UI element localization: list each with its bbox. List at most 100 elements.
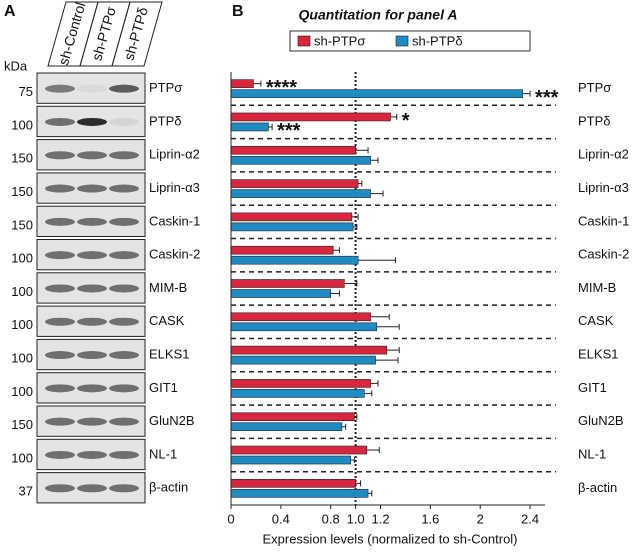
category-label: NL-1 [578,446,606,461]
x-tick-label: 0 [227,511,234,526]
blot-band [109,184,139,193]
blot-band [45,151,75,160]
x-tick-label: 1.2 [371,511,389,526]
legend-box [289,30,531,52]
significance: * [402,110,410,132]
x-tick-label: 1.6 [421,511,439,526]
bar [230,222,354,232]
protein-label: Caskin-1 [149,213,200,228]
blot-band [45,184,75,193]
legend-swatch [297,35,311,47]
legend-swatch [395,35,409,47]
blot-band [77,184,107,193]
blot-band [45,384,75,393]
protein-label: PTPσ [149,80,182,95]
error-bar [350,457,355,464]
significance: *** [277,120,301,142]
error-bar [344,280,358,287]
blot-band [77,84,107,93]
column-header: sh-PTPδ [121,5,151,62]
bar [230,422,343,432]
error-bar [253,80,262,87]
category-label: β-actin [578,480,617,495]
blot-band [77,450,107,459]
x-axis-label: Expression levels (normalized to sh-Cont… [262,531,517,546]
error-bar [351,213,359,220]
category-label: Caskin-2 [578,247,629,262]
blot-band [77,417,107,426]
bar [230,379,371,388]
error-bar [370,313,390,320]
blot-band [45,251,75,260]
error-bar [358,180,363,187]
bar [230,155,371,165]
error-bar [370,190,384,197]
column-header: sh-Control [55,0,88,67]
bar [230,212,353,222]
bar [230,145,356,155]
blot-band [109,484,139,493]
bar [230,412,355,422]
x-tick-label: 0.4 [272,511,290,526]
error-bar [333,247,340,254]
blot-band [109,151,139,160]
legend-label: sh-PTPδ [412,33,463,48]
bar [230,345,388,355]
mw-label: 150 [11,417,33,432]
significance: *** [535,87,559,109]
protein-label: CASK [149,313,185,328]
panel-label: B [232,3,244,20]
category-label: PTPδ [578,113,611,128]
mw-label: 100 [11,284,33,299]
blot-band [109,317,139,326]
blot-band [45,417,75,426]
error-bar [376,323,400,330]
category-label: CASK [578,313,614,328]
category-label: MIM-B [578,280,616,295]
category-label: PTPσ [578,80,611,95]
bar [230,279,345,288]
bar [230,179,359,188]
blot-band [109,84,139,93]
protein-label: Caskin-2 [149,247,200,262]
blot-band [45,351,75,360]
error-bar [355,480,362,487]
error-bar [368,490,373,497]
mw-label: 100 [11,117,33,132]
error-bar [268,123,273,130]
mw-label: 150 [11,151,33,166]
error-bar [355,147,369,154]
blot-band [77,284,107,293]
category-label: Liprin-α3 [578,180,629,195]
mw-label: 75 [19,84,33,99]
protein-label: β-actin [149,480,188,495]
bar [230,355,376,365]
unit-label: kDa [4,58,28,73]
error-bar [364,390,373,397]
blot-band [45,84,75,93]
mw-label: 37 [19,484,33,499]
category-label: Caskin-1 [578,213,629,228]
bar [230,255,359,265]
bar [230,455,351,465]
blot-band [77,217,107,226]
mw-label: 100 [11,317,33,332]
category-label: GluN2B [578,413,624,428]
error-bar [366,447,380,454]
blot-band [45,117,75,126]
error-bar [330,290,340,297]
chart-title: Quantitation for panel A [299,7,458,23]
bar [230,122,269,132]
blot-band [45,284,75,293]
bar [230,245,334,255]
x-tick-label: 1.0 [347,511,365,526]
bar [230,322,378,332]
blot-band [109,450,139,459]
mw-label: 100 [11,450,33,465]
error-bar [353,223,358,230]
error-bar [354,413,358,420]
blot-band [45,317,75,326]
mw-label: 150 [11,184,33,199]
error-bar [341,423,347,430]
